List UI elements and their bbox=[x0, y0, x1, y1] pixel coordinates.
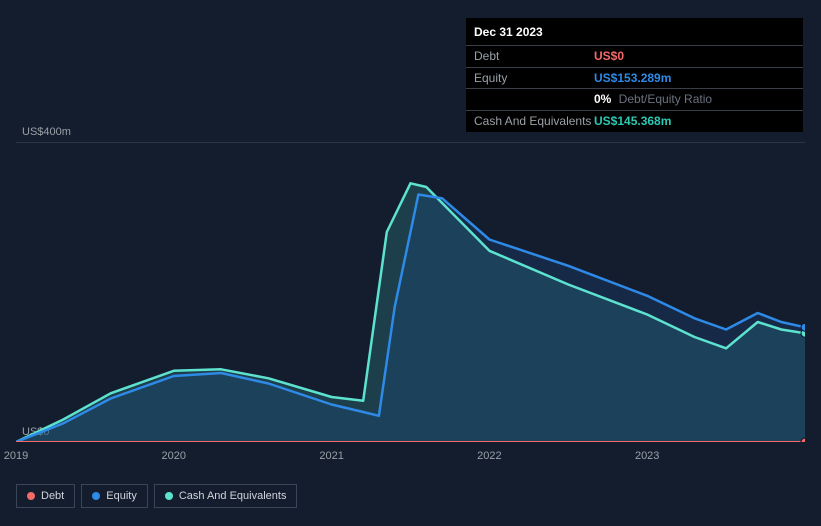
x-tick-label: 2021 bbox=[319, 450, 343, 462]
tooltip-label bbox=[474, 91, 594, 108]
tooltip-label: Debt bbox=[474, 48, 594, 65]
x-tick-label: 2019 bbox=[4, 450, 28, 462]
tooltip-value: 0% Debt/Equity Ratio bbox=[594, 91, 712, 108]
legend-label: Debt bbox=[41, 490, 64, 502]
chart-tooltip: Dec 31 2023 DebtUS$0EquityUS$153.289m0% … bbox=[466, 18, 803, 132]
tooltip-value: US$0 bbox=[594, 48, 624, 65]
legend-label: Cash And Equivalents bbox=[179, 490, 287, 502]
tooltip-rows: DebtUS$0EquityUS$153.289m0% Debt/Equity … bbox=[466, 45, 803, 132]
legend-item[interactable]: Debt bbox=[16, 484, 75, 508]
x-tick-label: 2023 bbox=[635, 450, 659, 462]
chart-svg bbox=[16, 142, 805, 442]
legend-label: Equity bbox=[106, 490, 137, 502]
tooltip-label: Cash And Equivalents bbox=[474, 113, 594, 130]
tooltip-row: EquityUS$153.289m bbox=[466, 67, 803, 89]
tooltip-date: Dec 31 2023 bbox=[466, 18, 803, 45]
tooltip-row: 0% Debt/Equity Ratio bbox=[466, 88, 803, 110]
legend-dot-icon bbox=[92, 492, 100, 500]
legend-dot-icon bbox=[165, 492, 173, 500]
tooltip-label: Equity bbox=[474, 70, 594, 87]
legend: Debt Equity Cash And Equivalents bbox=[16, 484, 297, 508]
chart-plot bbox=[16, 142, 805, 442]
x-tick-label: 2022 bbox=[477, 450, 501, 462]
legend-dot-icon bbox=[27, 492, 35, 500]
tooltip-value: US$153.289m bbox=[594, 70, 671, 87]
tooltip-value: US$145.368m bbox=[594, 113, 671, 130]
tooltip-row: DebtUS$0 bbox=[466, 45, 803, 67]
tooltip-suffix: Debt/Equity Ratio bbox=[615, 92, 712, 106]
y-axis-top-label: US$400m bbox=[22, 126, 71, 138]
tooltip-row: Cash And EquivalentsUS$145.368m bbox=[466, 110, 803, 132]
x-tick-label: 2020 bbox=[162, 450, 186, 462]
legend-item[interactable]: Cash And Equivalents bbox=[154, 484, 298, 508]
x-axis-labels: 20192020202120222023 bbox=[16, 450, 805, 464]
legend-item[interactable]: Equity bbox=[81, 484, 148, 508]
